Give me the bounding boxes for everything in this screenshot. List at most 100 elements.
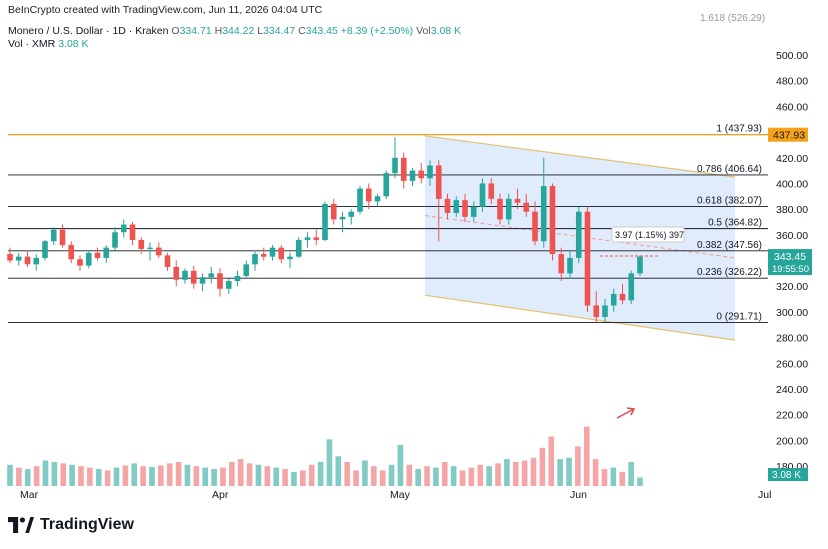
volume-bar bbox=[512, 461, 519, 486]
volume-bar bbox=[371, 466, 377, 486]
candle-body bbox=[322, 203, 328, 240]
candle-body bbox=[523, 202, 530, 212]
volume-tag-text: 3.08 K bbox=[772, 470, 801, 481]
fib-label-1: 0.786 (406.64) bbox=[697, 164, 762, 175]
volume-bar bbox=[273, 467, 279, 486]
candle-body bbox=[7, 254, 13, 261]
candle-body bbox=[427, 165, 433, 179]
symbol-name[interactable]: Monero / U.S. Dollar · 1D · Kraken bbox=[8, 25, 169, 37]
y-tick-14: 220.00 bbox=[776, 410, 808, 422]
candle-body bbox=[610, 293, 617, 306]
volume-bar bbox=[282, 469, 288, 486]
close-value: 343.45 bbox=[305, 25, 338, 37]
x-tick-may: May bbox=[390, 489, 411, 501]
candle-body bbox=[225, 281, 232, 289]
candle-body bbox=[357, 188, 363, 212]
volume-bar bbox=[317, 461, 324, 486]
volume-bar bbox=[158, 465, 164, 486]
candle-body bbox=[164, 255, 171, 267]
candle-body bbox=[50, 229, 57, 242]
candle-body bbox=[488, 183, 495, 199]
volume-bar bbox=[441, 461, 448, 486]
volume-bar bbox=[33, 466, 40, 486]
volume-bar bbox=[175, 461, 182, 486]
volume-value: 3.08 K bbox=[430, 25, 462, 37]
candle-body bbox=[68, 245, 75, 260]
volume-bar bbox=[548, 436, 555, 486]
fib-label-clipped: 1.618 (526.29) bbox=[700, 13, 765, 24]
volume-bar bbox=[628, 461, 634, 486]
y-tick-2: 460.00 bbox=[776, 101, 808, 113]
volume-bar bbox=[335, 456, 342, 486]
candle-body bbox=[199, 277, 206, 284]
fib-label-0: 1 (437.93) bbox=[716, 124, 762, 135]
candle-body bbox=[339, 216, 346, 220]
candle-body bbox=[619, 293, 626, 301]
candle-body bbox=[532, 211, 538, 242]
candle-body bbox=[155, 247, 162, 256]
candle-body bbox=[479, 183, 486, 207]
volume-bar bbox=[184, 464, 191, 486]
fib-label-5: 0.236 (326.22) bbox=[697, 267, 762, 278]
volume-bar bbox=[95, 469, 102, 486]
candle-body bbox=[295, 239, 302, 257]
volume-legend: Vol · XMR 3.08 K bbox=[8, 38, 89, 50]
volume-bar bbox=[211, 469, 217, 486]
candle-body bbox=[94, 252, 101, 258]
candle-body bbox=[85, 252, 92, 266]
low-value: 334.47 bbox=[263, 25, 296, 37]
candle-body bbox=[549, 186, 556, 255]
volume-bar bbox=[131, 463, 138, 486]
candle-body bbox=[42, 241, 48, 258]
y-tick-9: 320.00 bbox=[776, 281, 808, 293]
candle-body bbox=[59, 229, 66, 246]
volume-series-label[interactable]: Vol · XMR bbox=[8, 38, 56, 50]
volume-bar bbox=[504, 459, 510, 486]
last-price-text: 343.45 bbox=[774, 251, 806, 263]
tradingview-brand[interactable]: TradingView bbox=[8, 516, 134, 534]
volume-bar bbox=[220, 467, 226, 486]
volume-bar bbox=[397, 444, 404, 486]
candle-body bbox=[77, 259, 83, 266]
change-value: +8.39 (+2.50%) bbox=[340, 25, 414, 37]
channel-upper-edge bbox=[424, 135, 736, 178]
candle-body bbox=[103, 247, 110, 258]
candle-body bbox=[374, 196, 381, 202]
high-value: 344.22 bbox=[222, 25, 255, 37]
low-label: L bbox=[257, 25, 264, 37]
volume-bar bbox=[566, 457, 572, 486]
volume-bar bbox=[353, 470, 359, 486]
candle-body bbox=[435, 165, 442, 199]
candle-body bbox=[24, 256, 31, 265]
candle-body bbox=[138, 239, 145, 249]
candle-body bbox=[400, 157, 407, 181]
volume-bar bbox=[424, 466, 430, 486]
fib-label-4: 0.382 (347.56) bbox=[697, 240, 762, 251]
volume-bar bbox=[264, 466, 271, 486]
candle-body bbox=[243, 264, 250, 276]
volume-bar bbox=[122, 465, 129, 486]
candle-body bbox=[392, 157, 398, 174]
volume-bar bbox=[24, 469, 31, 486]
y-tick-15: 200.00 bbox=[776, 435, 808, 447]
y-tick-11: 280.00 bbox=[776, 333, 808, 345]
volume-bar bbox=[521, 460, 528, 486]
y-tick-7: 360.00 bbox=[776, 230, 808, 242]
last-price-tag bbox=[768, 249, 812, 276]
candle-body bbox=[217, 273, 223, 289]
candle-body bbox=[304, 237, 311, 240]
candle-body bbox=[558, 254, 565, 274]
candle-body bbox=[540, 186, 547, 242]
candle-body bbox=[120, 224, 127, 233]
volume-bar bbox=[530, 457, 537, 486]
candle-body bbox=[453, 200, 460, 213]
candle-body bbox=[252, 254, 258, 265]
candle-body bbox=[330, 203, 337, 220]
volume-bar bbox=[610, 467, 617, 486]
candle-body bbox=[260, 254, 267, 257]
volume-bar bbox=[477, 464, 484, 486]
volume-bar bbox=[140, 466, 146, 486]
volume-bar bbox=[113, 467, 120, 486]
volume-bar bbox=[149, 466, 155, 486]
